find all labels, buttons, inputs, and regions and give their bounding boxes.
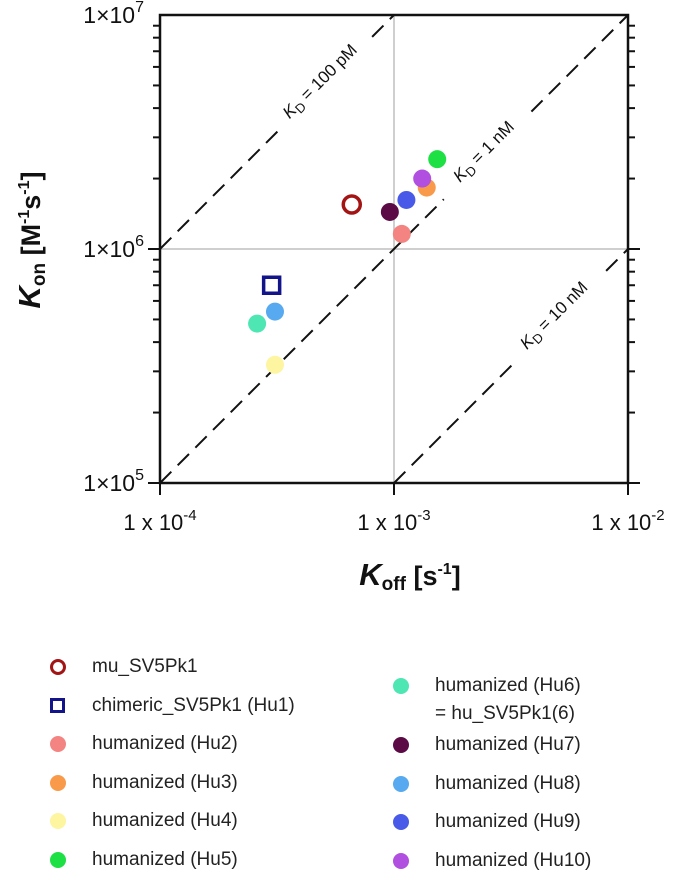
legend-marker [393, 814, 409, 830]
legend-label: humanized (Hu6) [435, 675, 581, 696]
legend-marker [393, 678, 409, 694]
legend-label: mu_SV5Pk1 [92, 656, 198, 677]
point-humanized-hu6- [248, 314, 267, 333]
x-tick-label-0: 1 x 10-4 [123, 507, 196, 535]
point-humanized-hu9- [397, 190, 416, 209]
y-tick-label-0: 1×105 [83, 467, 144, 496]
axis-tick-labels: 1 x 10-4 1 x 10-3 1 x 10-2 1×105 1×106 1×107 [83, 0, 664, 535]
legend-marker [393, 852, 409, 869]
legend-marker [50, 851, 66, 868]
legend-marker [50, 813, 66, 829]
legend-marker [50, 659, 66, 675]
point-humanized-hu2- [392, 224, 411, 243]
y-tick-label-2: 1×107 [83, 0, 144, 28]
legend-label: humanized (Hu3) [92, 771, 238, 793]
legend-label-line2: = hu_SV5Pk1(6) [435, 703, 575, 724]
legend-label: humanized (Hu5) [92, 848, 238, 870]
point-chimeric-sv5pk1-hu1- [261, 275, 282, 295]
point-humanized-hu5- [428, 150, 447, 169]
legend-label: humanized (Hu8) [435, 772, 581, 794]
y-axis-label: Kon [M-1s-1] [12, 171, 50, 308]
point-mu-sv5pk1 [341, 194, 363, 215]
axis-ticks [148, 24, 640, 495]
legend-label: humanized (Hu2) [92, 733, 238, 754]
data-points [248, 150, 447, 374]
legend-label: chimeric_SV5Pk1 (Hu1) [92, 694, 295, 716]
kd-line-label-2: KD = 10 nM [516, 278, 593, 355]
kd-label-background-0 [269, 30, 372, 133]
x-axis-label: Koff [s-1] [359, 557, 460, 595]
legend-marker [393, 775, 409, 792]
point-humanized-hu8- [265, 302, 284, 321]
legend-label: humanized (Hu7) [435, 734, 581, 755]
kd-label-background-1 [433, 100, 535, 203]
kd-line-label-0: KD = 100 pM [279, 40, 363, 124]
legend-marker [393, 737, 409, 753]
legend-marker [50, 774, 66, 791]
point-humanized-hu4- [265, 355, 284, 374]
x-tick-label-1: 1 x 10-3 [357, 507, 430, 535]
y-tick-label-1: 1×106 [83, 233, 144, 262]
legend-marker [50, 697, 65, 713]
kd-line-1 [159, 14, 629, 484]
legend-label: humanized (Hu10) [435, 849, 592, 871]
x-tick-label-2: 1 x 10-2 [591, 507, 664, 535]
legend-label: humanized (Hu4) [92, 810, 238, 831]
kd-label-background-2 [503, 264, 606, 367]
kd-line-label-1: KD = 1 nM [449, 117, 520, 188]
legend-label: humanized (Hu9) [435, 811, 581, 832]
legend-marker [50, 736, 66, 752]
point-humanized-hu10- [413, 169, 432, 188]
point-humanized-hu7- [380, 202, 399, 221]
